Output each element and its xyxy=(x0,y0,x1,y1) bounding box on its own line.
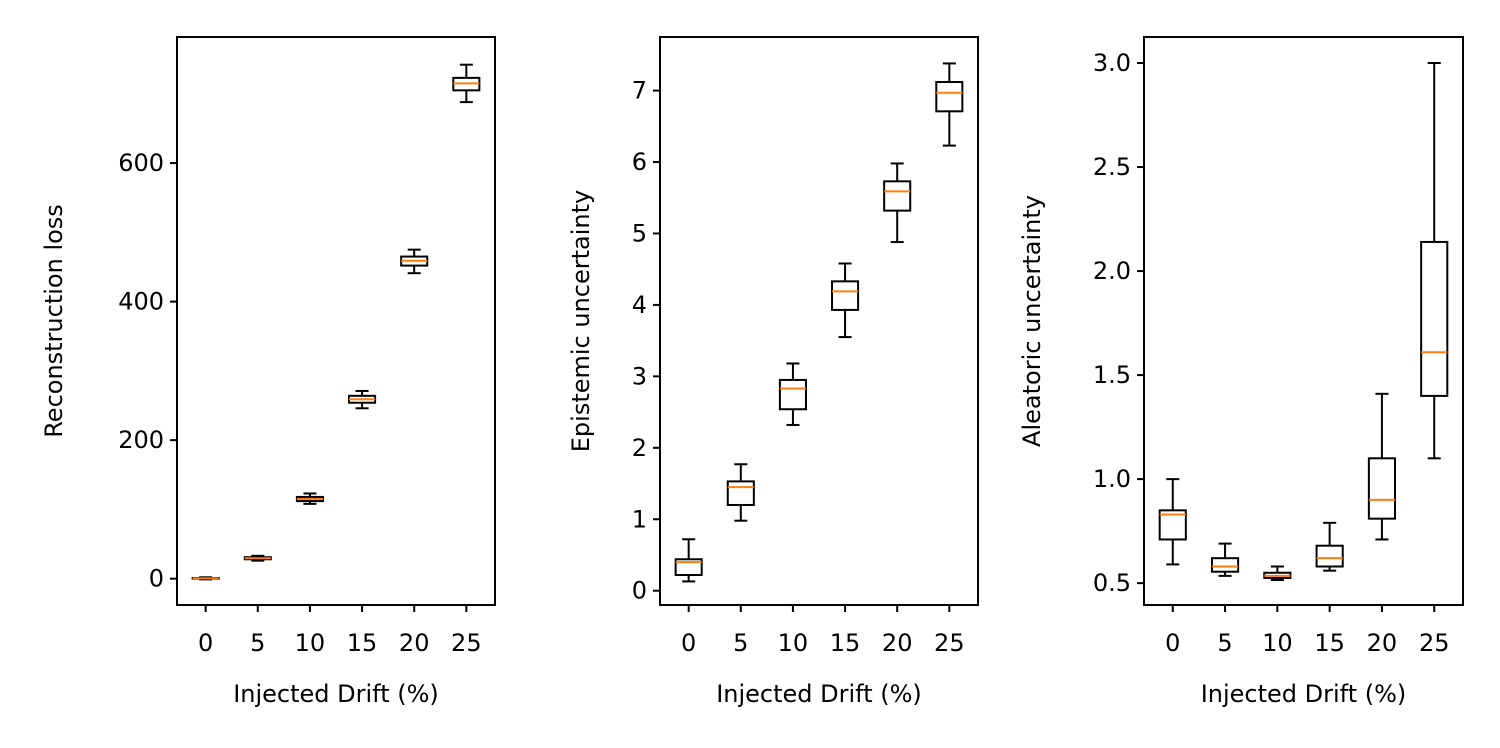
box-20 xyxy=(1367,392,1397,541)
box-10 xyxy=(295,492,324,505)
y-tick-label: 2 xyxy=(632,434,647,462)
box-10 xyxy=(1263,565,1292,582)
y-axis-label: Reconstruction loss xyxy=(40,204,68,438)
iqr-box xyxy=(831,280,860,311)
box-15 xyxy=(1315,521,1344,572)
y-tick-label: 200 xyxy=(118,426,164,454)
x-axis-label: Injected Drift (%) xyxy=(716,680,922,708)
box-0 xyxy=(191,576,220,581)
box-25 xyxy=(452,63,481,104)
y-tick-label: 1 xyxy=(632,505,647,533)
panel-3: 0.5 1.0 1.5 2.0 2.5 3.0 0 5 10 15 20 25 Injected Dri… xyxy=(1018,36,1464,708)
panel-2: 0 1 2 3 4 5 6 7 0 5 10 15 20 25 Injected Drift (%) Epis… xyxy=(567,36,979,708)
y-tick-label: 7 xyxy=(632,77,647,105)
x-tick-label: 25 xyxy=(934,629,965,657)
y-axis-label: Epistemic uncertainty xyxy=(567,190,595,452)
x-tick-label: 20 xyxy=(1367,629,1398,657)
y-tick-label: 600 xyxy=(118,149,164,177)
y-tick-label: 3.0 xyxy=(1093,49,1131,77)
x-tick-label: 25 xyxy=(1419,629,1450,657)
x-tick-label: 10 xyxy=(1262,629,1293,657)
box-5 xyxy=(243,554,272,562)
x-tick-label: 20 xyxy=(399,629,430,657)
box-20 xyxy=(883,162,912,244)
x-axis-label: Injected Drift (%) xyxy=(1201,680,1407,708)
axes-frame xyxy=(1143,36,1464,606)
y-tick-label: 0.5 xyxy=(1093,569,1131,597)
x-tick-label: 0 xyxy=(681,629,696,657)
iqr-box xyxy=(1315,544,1344,568)
box-0 xyxy=(674,538,703,583)
x-tick-label: 0 xyxy=(198,629,213,657)
box-15 xyxy=(348,389,377,410)
y-tick-label: 400 xyxy=(118,288,164,316)
y-axis-label: Aleatoric uncertainty xyxy=(1018,195,1046,447)
iqr-box xyxy=(935,81,964,113)
x-tick-label: 0 xyxy=(1165,629,1180,657)
x-axis-label: Injected Drift (%) xyxy=(233,680,439,708)
y-tick-label: 4 xyxy=(632,291,647,319)
x-tick-label: 5 xyxy=(250,629,265,657)
box-25 xyxy=(1420,62,1449,460)
axes-frame xyxy=(659,36,979,606)
panel-1: 0 200 400 600 0 5 10 15 20 25 Injected Drift (%) Re… xyxy=(40,36,496,708)
y-tick-label: 5 xyxy=(632,219,647,247)
box-20 xyxy=(400,248,429,275)
y-tick-label: 0 xyxy=(149,565,164,593)
box-0 xyxy=(1158,478,1187,566)
box-25 xyxy=(935,62,964,147)
iqr-box xyxy=(1420,240,1449,397)
box-5 xyxy=(1210,542,1240,577)
iqr-box xyxy=(674,558,703,576)
x-tick-label: 15 xyxy=(830,629,861,657)
x-tick-label: 25 xyxy=(451,629,482,657)
y-tick-label: 2.0 xyxy=(1093,257,1131,285)
x-tick-label: 5 xyxy=(733,629,748,657)
iqr-box xyxy=(1210,557,1240,573)
iqr-box xyxy=(1367,457,1397,520)
box-5 xyxy=(726,463,755,522)
y-tick-label: 2.5 xyxy=(1093,153,1131,181)
x-tick-label: 10 xyxy=(778,629,809,657)
y-tick-label: 1.5 xyxy=(1093,361,1131,389)
y-tick-label: 6 xyxy=(632,148,647,176)
box-15 xyxy=(831,262,860,339)
iqr-box xyxy=(778,378,807,411)
x-tick-label: 15 xyxy=(347,629,378,657)
y-tick-label: 1.0 xyxy=(1093,465,1131,493)
x-tick-label: 10 xyxy=(295,629,326,657)
iqr-box xyxy=(726,480,755,506)
y-tick-label: 0 xyxy=(632,577,647,605)
y-tick-label: 3 xyxy=(632,362,647,390)
x-tick-label: 15 xyxy=(1314,629,1345,657)
x-tick-label: 5 xyxy=(1217,629,1232,657)
box-10 xyxy=(778,362,807,426)
x-tick-label: 20 xyxy=(882,629,913,657)
iqr-box xyxy=(883,180,912,212)
axes-frame xyxy=(176,36,496,606)
